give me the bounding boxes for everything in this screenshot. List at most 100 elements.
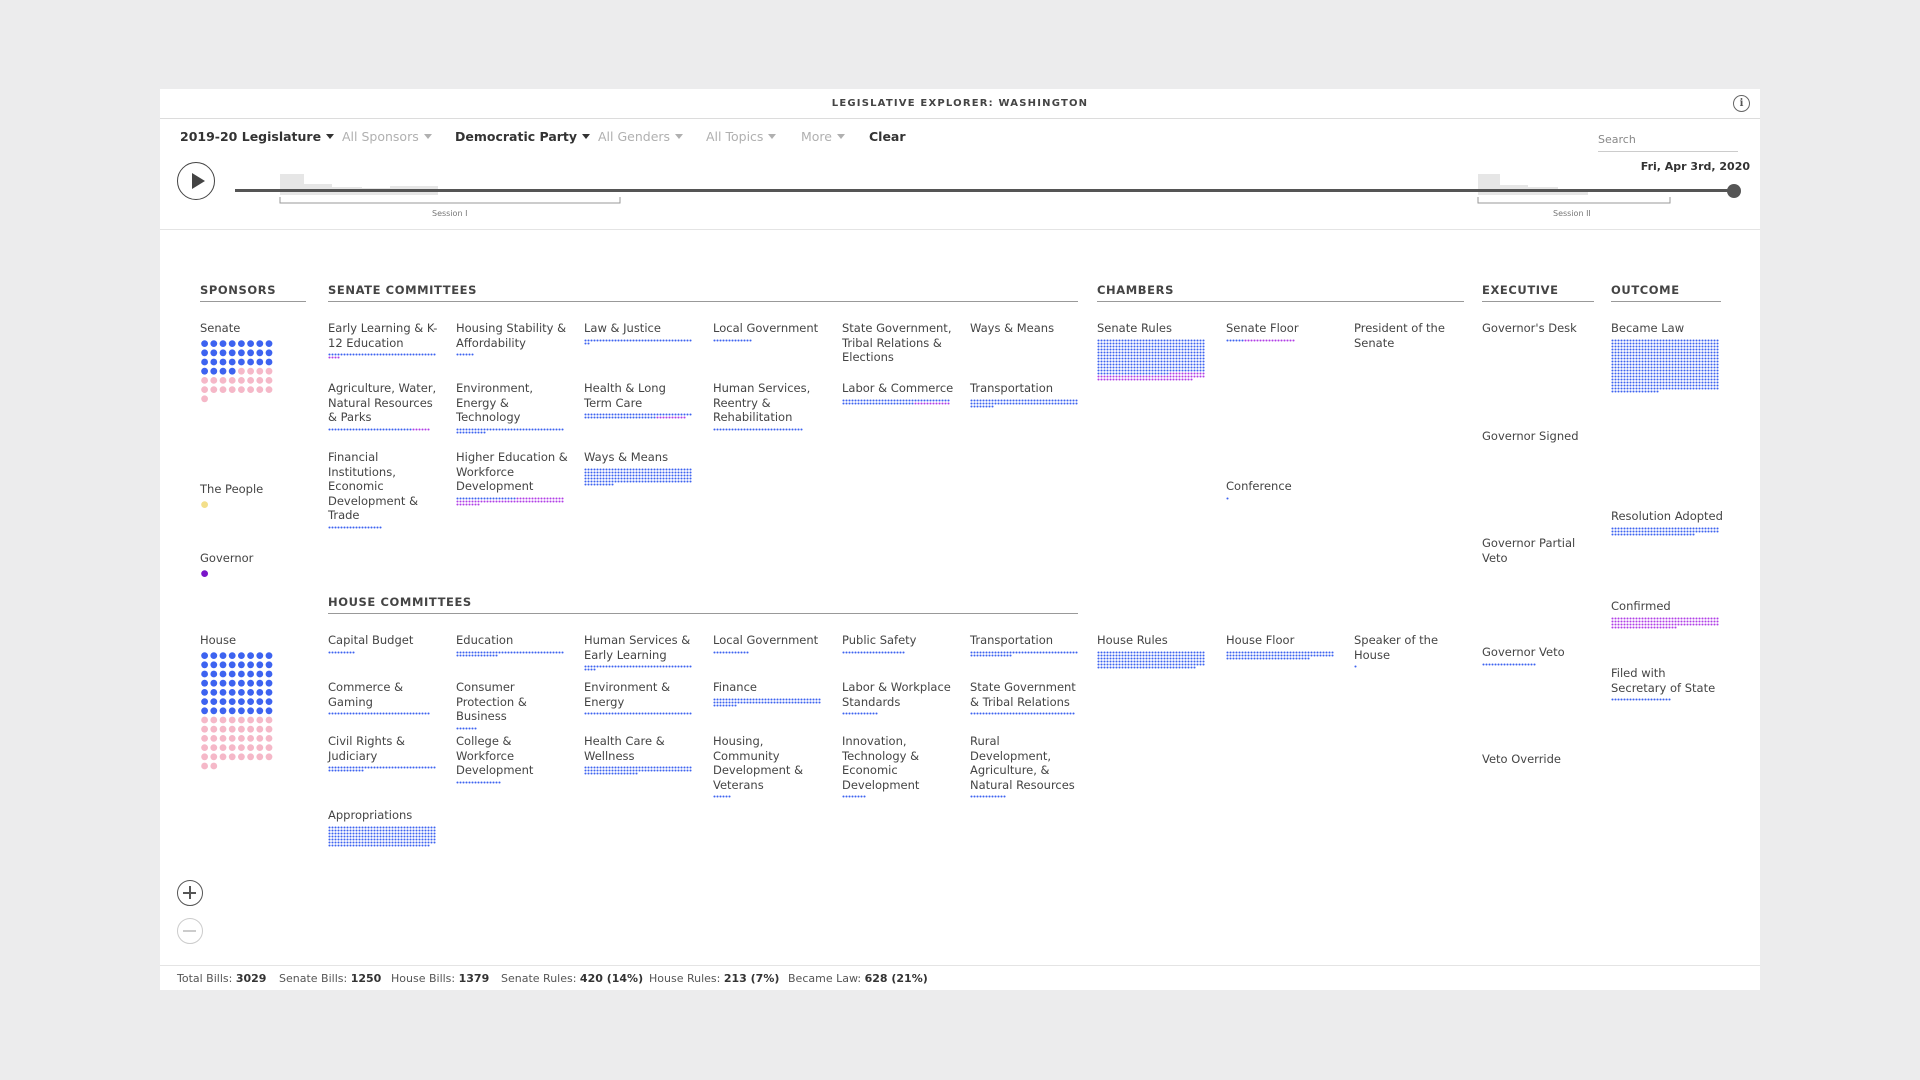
house-committees-node-public-safety[interactable]: Public Safety [842, 633, 954, 654]
sponsors-node-house[interactable]: House [200, 633, 312, 770]
filter-topics[interactable]: All Topics [706, 129, 777, 144]
bill-dot [1671, 380, 1674, 384]
chambers-node-conference[interactable]: Conference [1226, 479, 1338, 500]
outcome-node-confirmed[interactable]: Confirmed [1611, 599, 1723, 629]
outcome-node-filed-with-secretary-of-state[interactable]: Filed with Secretary of State [1611, 666, 1723, 701]
republican-sponsor-dot [265, 367, 273, 375]
chambers-node-speaker-of-the-house[interactable]: Speaker of the House [1354, 633, 1466, 668]
bill-dot [459, 780, 462, 784]
bill-dot [1199, 653, 1202, 657]
house-committees-node-state-government-and-tribal-relations[interactable]: State Government & Tribal Relations [970, 680, 1082, 715]
bill-dot [1331, 653, 1334, 657]
bill-dot [459, 650, 462, 654]
house-committees-node-commerce-and-gaming[interactable]: Commerce & Gaming [328, 680, 440, 715]
senate-committees-node-early-learning-and-k-12-education[interactable]: Early Learning & K-12 Education [328, 321, 440, 359]
house-committees-node-education[interactable]: Education [456, 633, 568, 657]
bill-dots [713, 795, 731, 798]
bill-dot [1620, 383, 1623, 387]
sponsors-node-the-people[interactable]: The People [200, 482, 312, 509]
bill-dot [1620, 389, 1623, 393]
house-committees-node-housing-community-development-and-veterans[interactable]: Housing, Community Development & Veteran… [713, 734, 825, 798]
resolution-dot [1623, 625, 1626, 629]
house-committees-node-finance[interactable]: Finance [713, 680, 825, 707]
senate-committees-node-higher-education-and-workforce-development[interactable]: Higher Education & Workforce Development [456, 450, 568, 506]
timeline-scrubber-handle[interactable] [1727, 184, 1741, 198]
zoom-in-button[interactable] [177, 880, 203, 906]
house-committees-node-civil-rights-and-judiciary[interactable]: Civil Rights & Judiciary [328, 734, 440, 772]
chambers-node-senate-floor[interactable]: Senate Floor [1226, 321, 1338, 342]
senate-committees-node-housing-stability-and-affordability[interactable]: Housing Stability & Affordability [456, 321, 568, 356]
sponsors-node-senate[interactable]: Senate [200, 321, 312, 403]
bill-dot [1112, 665, 1115, 669]
bill-dot [1611, 356, 1614, 360]
bill-dot [1611, 377, 1614, 381]
bill-dot [1106, 356, 1109, 360]
executive-node-veto-override[interactable]: Veto Override [1482, 752, 1594, 767]
executive-node-governor-veto[interactable]: Governor Veto [1482, 645, 1594, 666]
executive-node-governor-signed[interactable]: Governor Signed [1482, 429, 1594, 444]
chambers-node-house-rules[interactable]: House Rules [1097, 633, 1209, 669]
chambers-node-president-of-the-senate[interactable]: President of the Senate [1354, 321, 1466, 350]
house-committees-node-rural-development-agriculture-and-natural-resources[interactable]: Rural Development, Agriculture, & Natura… [970, 734, 1082, 798]
info-icon[interactable]: i [1733, 95, 1750, 112]
resolution-dot [1133, 374, 1136, 378]
timeline-track[interactable] [235, 189, 1735, 192]
senate-committees-node-human-services-reentry-and-rehabilitation[interactable]: Human Services, Reentry & Rehabilitation [713, 381, 825, 431]
filter-sponsors[interactable]: All Sponsors [342, 129, 432, 144]
executive-node-governor-partial-veto[interactable]: Governor Partial Veto [1482, 536, 1594, 565]
house-committees-node-consumer-protection-and-business[interactable]: Consumer Protection & Business [456, 680, 568, 730]
senate-committees-node-transportation[interactable]: Transportation [970, 381, 1082, 408]
sponsors-node-governor[interactable]: Governor [200, 551, 312, 578]
bill-dot [1656, 356, 1659, 360]
chambers-node-house-floor[interactable]: House Floor [1226, 633, 1338, 660]
house-committees-node-capital-budget[interactable]: Capital Budget [328, 633, 440, 654]
filter-more[interactable]: More [801, 129, 845, 144]
senate-committees-node-local-government[interactable]: Local Government [713, 321, 825, 342]
bill-dot [1063, 401, 1066, 405]
search-input[interactable] [1598, 129, 1738, 152]
filter-party[interactable]: Democratic Party [455, 129, 591, 144]
house-committees-node-appropriations[interactable]: Appropriations [328, 808, 440, 847]
zoom-out-button[interactable] [177, 918, 203, 944]
bill-dot [376, 712, 379, 715]
senate-committees-node-state-government-tribal-relations-and-elections[interactable]: State Government, Tribal Relations & Ele… [842, 321, 954, 365]
house-committees-node-local-government[interactable]: Local Government [713, 633, 825, 654]
house-committees-node-human-services-and-early-learning[interactable]: Human Services & Early Learning [584, 633, 696, 671]
house-committees-node-environment-and-energy[interactable]: Environment & Energy [584, 680, 696, 715]
bill-dot [587, 473, 590, 477]
bill-dot [1109, 347, 1112, 351]
bill-dot [881, 650, 884, 654]
bill-dot [400, 353, 403, 356]
bill-dot [370, 834, 373, 838]
bill-dot [599, 479, 602, 483]
bill-dot [1680, 356, 1683, 360]
resolution-dot [1698, 622, 1701, 626]
bill-dot [1644, 377, 1647, 381]
bill-dot [1716, 356, 1719, 360]
house-committees-node-innovation-technology-and-economic-development[interactable]: Innovation, Technology & Economic Develo… [842, 734, 954, 798]
house-committees-node-transportation[interactable]: Transportation [970, 633, 1082, 657]
outcome-node-resolution-adopted[interactable]: Resolution Adopted [1611, 509, 1723, 536]
senate-committees-node-labor-and-commerce[interactable]: Labor & Commerce [842, 381, 954, 405]
senate-committees-node-environment-energy-and-technology[interactable]: Environment, Energy & Technology [456, 381, 568, 434]
outcome-node-became-law[interactable]: Became Law [1611, 321, 1723, 393]
house-committees-node-labor-and-workplace-standards[interactable]: Labor & Workplace Standards [842, 680, 954, 715]
senate-committees-node-agriculture-water-natural-resources-and-parks[interactable]: Agriculture, Water, Natural Resources & … [328, 381, 440, 431]
filter-genders[interactable]: All Genders [598, 129, 684, 144]
senate-committees-node-health-and-long-term-care[interactable]: Health & Long Term Care [584, 381, 696, 419]
senate-committees-node-ways-and-means[interactable]: Ways & Means [584, 450, 696, 486]
filter-legislature[interactable]: 2019-20 Legislature [180, 129, 335, 144]
bill-dot [674, 665, 677, 668]
executive-node-governor-s-desk[interactable]: Governor's Desk [1482, 321, 1594, 336]
senate-committees-node-law-and-justice[interactable]: Law & Justice [584, 321, 696, 345]
clear-filters-button[interactable]: Clear [869, 129, 906, 144]
senate-committees-node-financial-institutions-economic-development-and-trade[interactable]: Financial Institutions, Economic Develop… [328, 450, 440, 529]
bill-dot [382, 840, 385, 844]
bill-dot [991, 401, 994, 405]
senate-committees-node-ways-and-means[interactable]: Ways & Means [970, 321, 1082, 336]
republican-sponsor-dot [238, 385, 245, 393]
play-button[interactable] [177, 162, 215, 200]
house-committees-node-health-care-and-wellness[interactable]: Health Care & Wellness [584, 734, 696, 775]
house-committees-node-college-and-workforce-development[interactable]: College & Workforce Development [456, 734, 568, 784]
chambers-node-senate-rules[interactable]: Senate Rules [1097, 321, 1209, 381]
